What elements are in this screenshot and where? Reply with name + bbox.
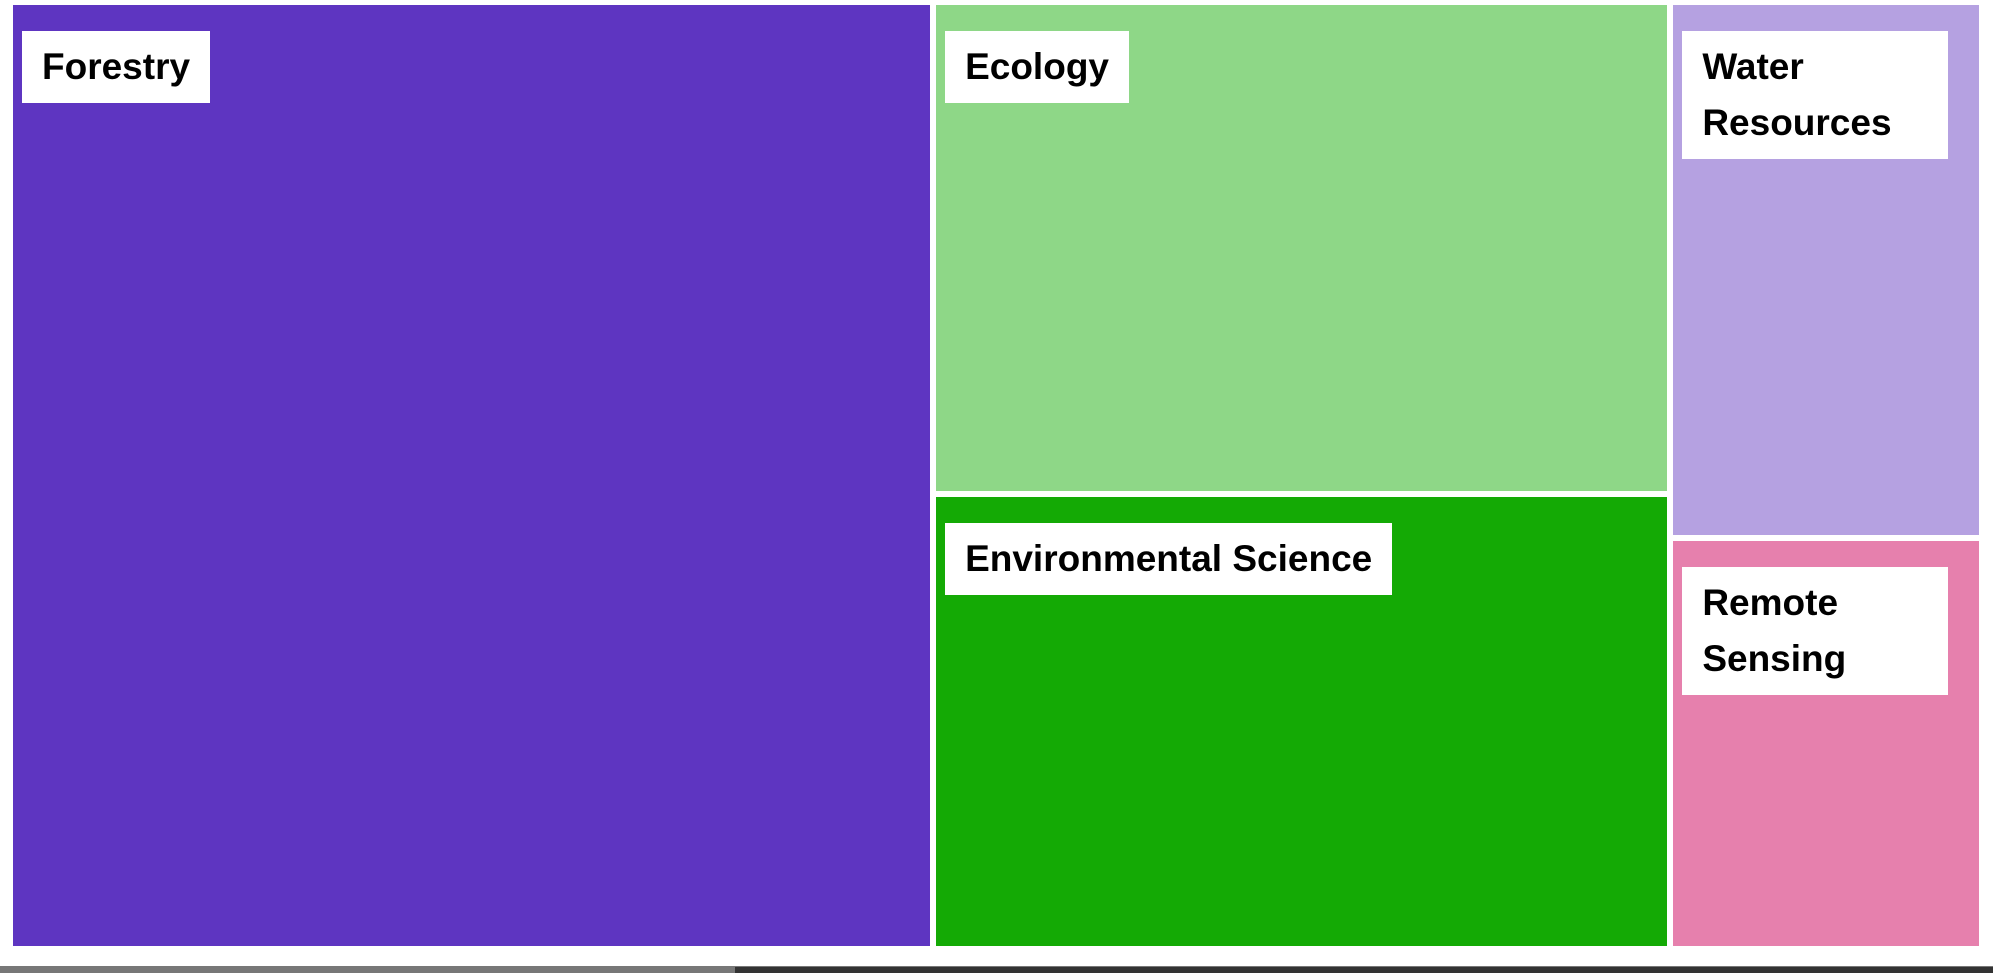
scrollbar-thumb [735,967,1993,973]
treemap-cell: Ecology [936,5,1668,492]
cell-label: Water Resources [1682,31,1948,159]
treemap: Forestry Ecology Environmental Science Wate… [13,5,1979,946]
cell-label: Ecology [945,31,1129,103]
cell-label: Environmental Science [945,523,1393,596]
treemap-cell: Water Resources [1673,5,1979,536]
cell-label: Remote Sensing [1682,567,1948,696]
treemap-cell: Environmental Science [936,497,1668,946]
cell-label: Forestry [22,31,211,103]
treemap-cell: Forestry [13,5,931,946]
treemap-cell: Remote Sensing [1673,541,1979,946]
